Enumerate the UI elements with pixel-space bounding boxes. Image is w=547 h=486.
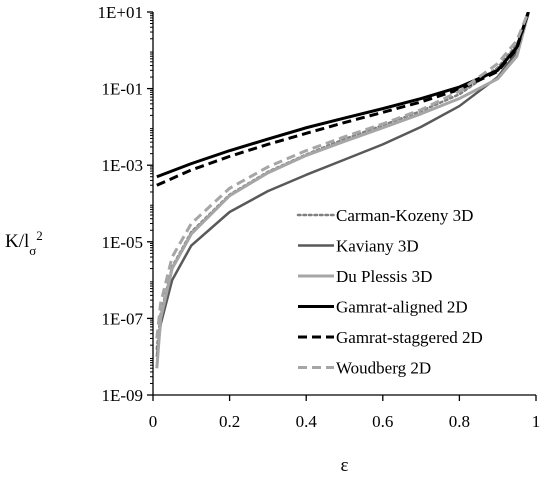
y-axis-title-base: K/l xyxy=(5,231,29,252)
x-tick-label: 0.6 xyxy=(372,412,393,431)
legend-label-4: Gamrat-aligned 2D xyxy=(336,298,468,317)
y-tick-label: 1E+01 xyxy=(98,3,143,22)
legend: Carman-Kozeny 3D Kaviany 3D Du Plessis 3D G… xyxy=(296,206,483,378)
series-layer xyxy=(155,12,530,369)
plot-area xyxy=(153,12,536,395)
y-axis-title-sup: 2 xyxy=(36,228,43,243)
y-tick-label: 1E-07 xyxy=(101,309,143,328)
series-line-6 xyxy=(155,12,530,339)
legend-label-2: Kaviany 3D xyxy=(336,237,419,256)
series-line-5 xyxy=(156,12,530,187)
x-tick-label: 1 xyxy=(532,412,541,431)
x-tick-label: 0.2 xyxy=(219,412,240,431)
legend-label-3: Du Plessis 3D xyxy=(336,267,432,286)
y-tick-label: 1E-03 xyxy=(101,156,143,175)
legend-label-6: Woudberg 2D xyxy=(336,359,431,378)
legend-label-1: Carman-Kozeny 3D xyxy=(336,206,473,225)
series-line-3 xyxy=(155,12,530,369)
axes-layer: 1E-09 1E-07 1E-05 1E-03 1E-01 1E+01 0 0.2 0.4 0.6… xyxy=(98,3,541,431)
plot-background xyxy=(153,12,536,395)
x-axis-title: ε xyxy=(341,455,349,476)
x-tick-label: 0.8 xyxy=(449,412,470,431)
y-axis-title-sub: σ xyxy=(29,243,36,258)
y-tick-label: 1E-05 xyxy=(101,233,143,252)
y-tick-label: 1E-01 xyxy=(101,80,143,99)
y-tick-label: 1E-09 xyxy=(101,386,143,405)
x-tick-label: 0.4 xyxy=(296,412,318,431)
legend-label-5: Gamrat-staggered 2D xyxy=(336,328,483,347)
x-tick-label: 0 xyxy=(149,412,158,431)
y-axis-title: K/lσ2 xyxy=(5,228,43,258)
